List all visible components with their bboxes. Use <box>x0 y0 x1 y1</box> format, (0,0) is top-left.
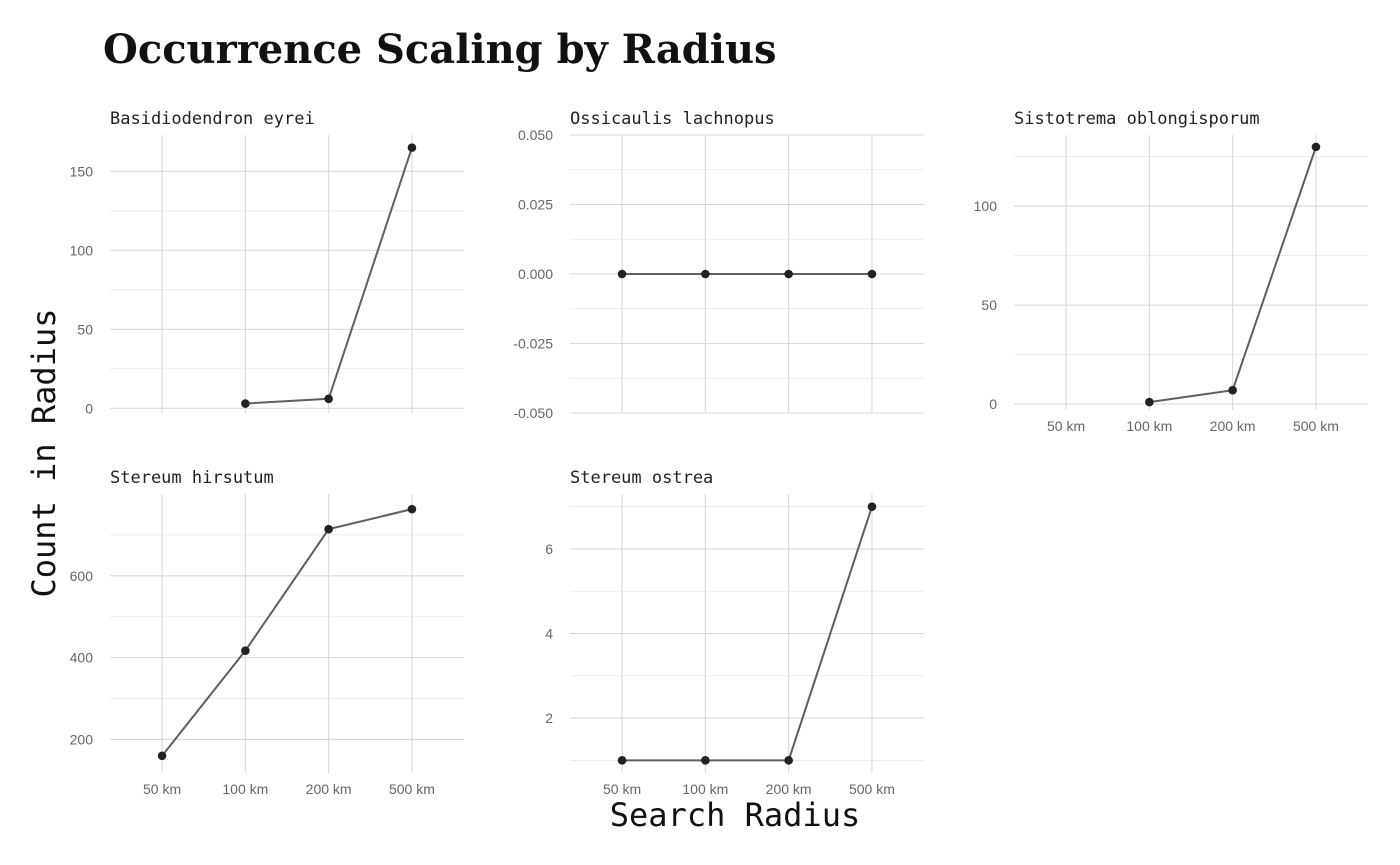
data-point <box>617 269 627 279</box>
y-tick-label: 0.050 <box>518 127 553 143</box>
data-point <box>407 143 417 152</box>
data-point <box>1311 142 1321 152</box>
series-line <box>161 508 413 757</box>
x-tick-label: 100 km <box>1126 418 1172 434</box>
data-point <box>407 504 417 514</box>
facet-strip-title: Stereum ostrea <box>570 468 713 488</box>
data-point <box>157 751 167 761</box>
data-point <box>1228 385 1237 395</box>
y-tick-label: 0.025 <box>518 197 553 213</box>
facet-panel: 0 50 100 150 Basidiodendron eyrei <box>70 109 464 416</box>
facet-strip-title: Stereum hirsutum <box>110 468 274 488</box>
y-tick-label: 0 <box>989 396 997 412</box>
data-point <box>1145 397 1154 407</box>
data-point <box>241 646 250 655</box>
facet-strip-title: Ossicaulis lachnopus <box>570 109 775 129</box>
x-tick-label: 500 km <box>849 781 895 797</box>
x-tick-label: 100 km <box>682 781 728 797</box>
data-point <box>617 756 627 765</box>
y-tick-label: 0 <box>85 400 93 416</box>
x-tick-label: 50 km <box>1047 418 1085 434</box>
y-tick-label: -0.050 <box>513 405 553 421</box>
x-tick-label: 500 km <box>1293 418 1339 434</box>
data-point <box>241 399 250 408</box>
x-tick-label: 100 km <box>222 781 268 797</box>
x-tick-label: 200 km <box>306 781 352 797</box>
facet-panel: 200 400 600 50 km 100 km 200 km 500 km Stereum … <box>70 468 464 797</box>
data-point <box>784 756 793 765</box>
facet-panel: 2 4 6 50 km 100 km 200 km 500 km Stereum ostrea <box>545 468 924 797</box>
y-tick-label: 200 <box>70 731 94 747</box>
y-tick-label: 4 <box>545 626 553 642</box>
y-tick-label: 100 <box>70 242 94 258</box>
y-tick-label: -0.025 <box>513 336 553 352</box>
x-tick-label: 500 km <box>389 781 435 797</box>
x-tick-label: 50 km <box>143 781 181 797</box>
x-tick-label: 200 km <box>766 781 812 797</box>
facet-panel: -0.050 -0.025 0.000 0.025 0.050 Ossicaulis la… <box>513 109 924 421</box>
series-line <box>622 506 873 762</box>
y-tick-label: 50 <box>981 297 997 313</box>
data-point <box>701 269 710 279</box>
y-tick-label: 2 <box>545 710 553 726</box>
facet-panels: 0 50 100 150 Basidiodendron eyrei -0.050 -0.02… <box>70 109 1368 797</box>
y-tick-label: 150 <box>70 163 94 179</box>
data-point <box>784 269 793 279</box>
data-point <box>867 502 877 511</box>
y-tick-label: 600 <box>70 568 94 584</box>
facet-strip-title: Basidiodendron eyrei <box>110 109 315 129</box>
facet-panel: 0 50 100 50 km 100 km 200 km 500 km Sistotrema … <box>974 109 1368 434</box>
y-tick-label: 6 <box>545 541 553 557</box>
data-point <box>701 756 710 765</box>
y-tick-label: 0.000 <box>518 266 553 282</box>
data-point <box>324 524 333 534</box>
x-axis-title: Search Radius <box>610 796 860 834</box>
y-axis-title: Count in Radius <box>25 309 63 598</box>
chart-title: Occurrence Scaling by Radius <box>103 26 777 73</box>
y-tick-label: 50 <box>77 321 93 337</box>
facet-strip-title: Sistotrema oblongisporum <box>1014 109 1260 129</box>
x-tick-label: 200 km <box>1210 418 1256 434</box>
data-point <box>867 269 877 279</box>
y-tick-label: 100 <box>974 198 998 214</box>
data-point <box>324 394 333 404</box>
x-tick-label: 50 km <box>603 781 641 797</box>
y-tick-label: 400 <box>70 650 94 666</box>
